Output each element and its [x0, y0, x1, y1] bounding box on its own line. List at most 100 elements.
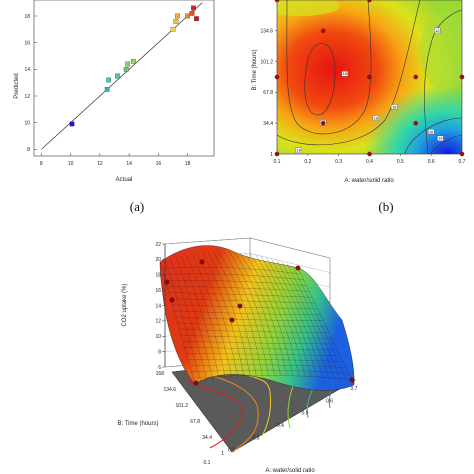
contour-label-box — [428, 129, 435, 135]
contour-label: 18 — [373, 115, 378, 120]
design-point — [459, 74, 465, 80]
panel-c-y-axis-label: B: Time (hours) — [117, 421, 158, 427]
scatter-point — [115, 73, 120, 79]
design-point — [169, 297, 175, 303]
y-tick-label: 134.6 — [260, 29, 273, 35]
surface-mesh-line — [193, 375, 352, 380]
surface-mesh-line — [166, 286, 310, 292]
surface-mesh-line — [179, 328, 329, 333]
y-tick-label: 67.8 — [190, 419, 200, 425]
panel-a-scatter: 8 10 12 14 16 18 8 10 12 14 16 18 Predicted Actual… — [14, 0, 215, 214]
surface-mesh-line — [271, 258, 324, 380]
scatter-point — [69, 121, 75, 127]
z-tick-label: 22 — [155, 242, 161, 248]
scatter-point — [125, 61, 131, 67]
scatter-point — [185, 13, 191, 19]
x-tick-label: 0.6 — [326, 398, 333, 404]
y-tick-label: 1 — [270, 152, 273, 158]
y-tick-label: 34.4 — [202, 435, 212, 441]
scatter-point — [175, 13, 180, 19]
x-tick-label: 0.4 — [277, 423, 284, 429]
design-point — [237, 303, 243, 309]
contour-label-box — [391, 104, 398, 110]
wall-grid-line — [249, 253, 331, 273]
scatter-point — [173, 18, 179, 24]
y-tick-label: 101.2 — [175, 403, 188, 409]
design-point — [349, 377, 355, 383]
x-tick-label: 0.3 — [335, 159, 342, 165]
contour-label: 14 — [438, 136, 443, 141]
design-point — [295, 265, 301, 271]
surface-mesh-line — [170, 259, 208, 382]
design-point — [199, 259, 205, 265]
x-tick-label: 0.2 — [228, 448, 235, 454]
surface-mesh-line — [197, 253, 238, 377]
z-tick-label: 12 — [155, 319, 161, 325]
wall-grid-line — [164, 237, 251, 245]
surface-mesh-line — [228, 250, 275, 375]
contour-label: 18 — [392, 104, 397, 109]
x-tick-label: 14 — [126, 161, 132, 167]
panel-b-x-axis-label: A: water/solid ratio — [344, 178, 394, 184]
surface-mesh-line — [165, 280, 307, 286]
surface-mesh-line — [177, 322, 327, 327]
contour-label-box — [437, 135, 444, 141]
surface-mesh-line — [202, 252, 245, 377]
surface-mesh-line — [234, 251, 281, 375]
y-tick-label: 18 — [24, 14, 30, 20]
surface-mesh-line — [260, 255, 312, 378]
contour-line — [304, 43, 336, 116]
surface-mesh-line — [184, 347, 338, 351]
scatter-point — [131, 58, 136, 64]
panel-b-caption: (b) — [378, 199, 393, 214]
z-tick-label: 14 — [155, 303, 161, 309]
scatter-point — [170, 26, 176, 32]
y-tick-label: 1 — [221, 451, 224, 457]
surface-mesh-line — [189, 364, 346, 368]
surface-mesh-line — [170, 298, 315, 304]
z-tick-label: 8 — [158, 349, 161, 355]
contour-line — [286, 0, 372, 135]
surface-mesh-line — [168, 292, 313, 298]
surface-mesh-line — [266, 257, 318, 379]
x-tick-label: 0.3 — [253, 435, 260, 441]
design-point — [320, 28, 326, 34]
surface-mesh-line — [223, 250, 269, 375]
scatter-point — [106, 77, 111, 83]
surface-mesh-line — [276, 260, 330, 381]
floor-contour-line — [204, 373, 259, 453]
scatter-point — [191, 5, 196, 11]
y-tick-label: 67.8 — [263, 90, 273, 96]
surface-mesh-line — [187, 359, 343, 362]
panel-a-x-axis-label: Actual — [116, 177, 133, 183]
scatter-point — [123, 66, 129, 72]
surface-mesh-line — [292, 266, 349, 384]
surface-mesh-line — [191, 369, 349, 374]
z-tick-label: 10 — [155, 334, 161, 340]
x-tick-label: 0.1 — [274, 159, 281, 165]
design-point — [413, 74, 418, 80]
z-tick-label: 18 — [155, 273, 161, 279]
panel-c-z-axis-label: CO2 uptake (%) — [122, 283, 128, 326]
surface-mesh-line — [173, 310, 321, 315]
z-tick-label: 20 — [155, 257, 161, 263]
heatmap-fill — [277, 0, 462, 154]
surface-mesh-line — [287, 264, 342, 383]
surface-mesh-line — [218, 250, 263, 375]
design-point — [229, 317, 235, 323]
surface-mesh-line — [239, 251, 287, 375]
panel-a-y-axis-label: Predicted — [14, 73, 20, 98]
panel-a-caption: (a) — [130, 199, 144, 214]
surface-mesh-line — [191, 254, 232, 378]
x-tick-label: 8 — [40, 161, 43, 167]
design-point — [413, 120, 418, 126]
design-point — [164, 279, 170, 285]
y-tick-label: 12 — [24, 94, 30, 100]
scatter-point — [104, 86, 110, 92]
x-tick-label: 12 — [97, 161, 103, 167]
contour-label: 12 — [435, 28, 440, 33]
contour-label: 16 — [343, 71, 348, 76]
x-tick-label: 0.7 — [459, 159, 466, 165]
y-tick-label: 14 — [24, 67, 30, 73]
